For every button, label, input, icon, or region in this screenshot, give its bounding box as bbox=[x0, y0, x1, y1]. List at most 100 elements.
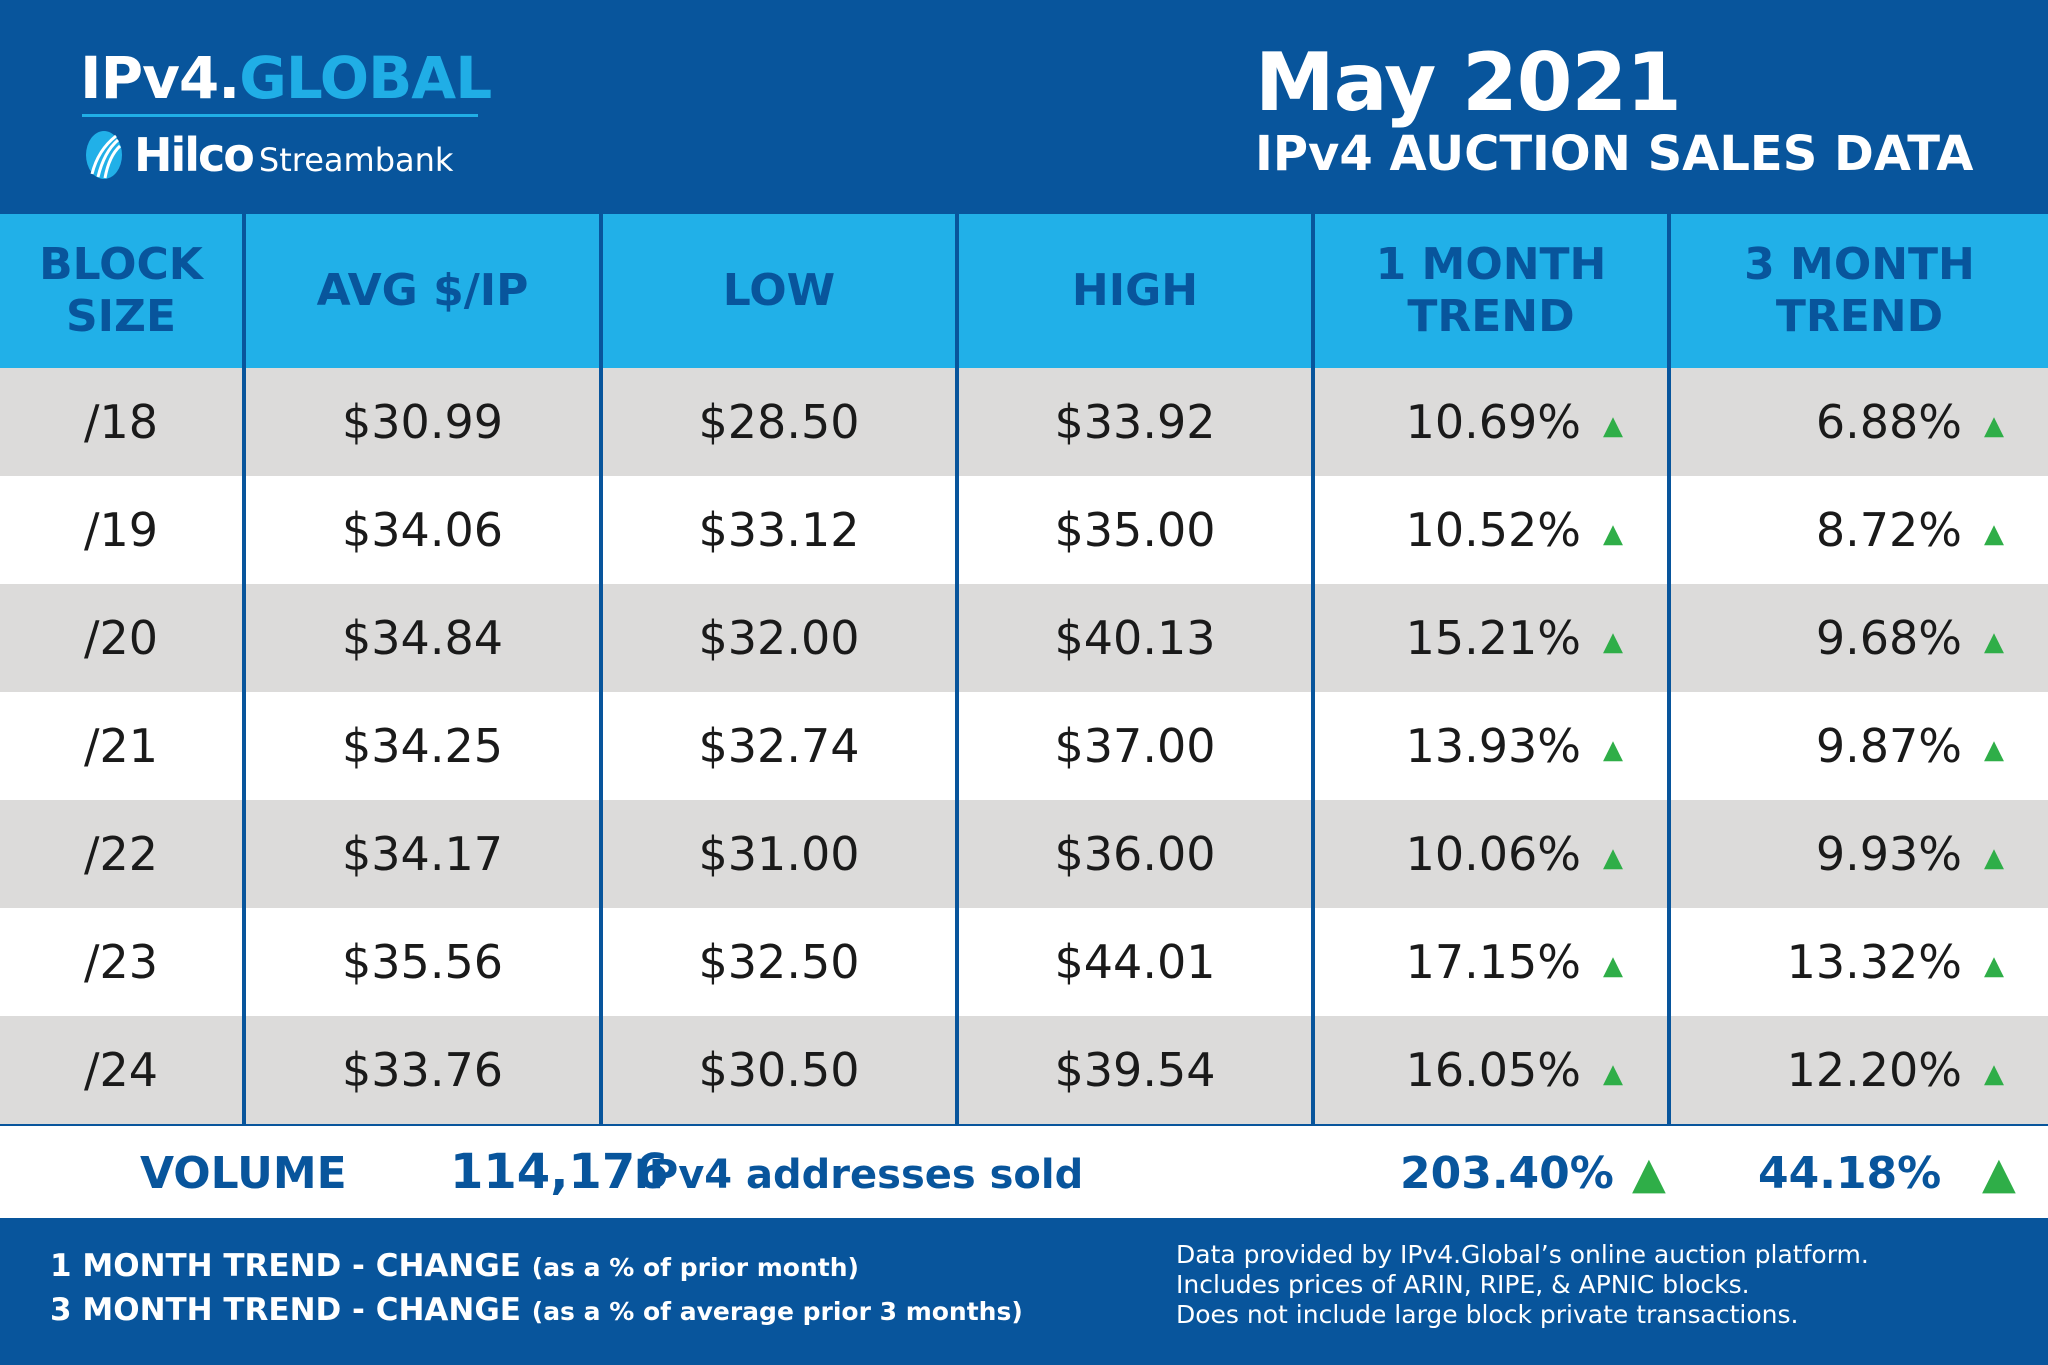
avg-price-cell-value: $34.06 bbox=[342, 503, 503, 557]
low-price-cell-value: $31.00 bbox=[698, 827, 860, 881]
high-price-cell-value: $36.00 bbox=[1054, 827, 1216, 881]
high-price-cell-value: $37.00 bbox=[1054, 719, 1216, 773]
3-month-trend-cell-value: 9.68% bbox=[1815, 611, 1962, 665]
1-month-trend-cell: 17.15% ▲ bbox=[1311, 908, 1669, 1016]
avg-price-cell-value: $34.17 bbox=[342, 827, 503, 881]
3-month-trend-cell: 12.20% ▲ bbox=[1667, 1016, 2048, 1124]
block-size-cell: /22 bbox=[0, 800, 244, 908]
1-month-trend-cell: 10.52% ▲ bbox=[1311, 476, 1669, 584]
3-month-trend-cell-value: 9.93% bbox=[1815, 827, 1962, 881]
low-price-cell-value: $32.74 bbox=[698, 719, 860, 773]
3-month-trend-cell: 6.88% ▲ bbox=[1667, 368, 2048, 476]
high-price-cell-value: $40.13 bbox=[1054, 611, 1216, 665]
1-month-trend-cell-value: 10.52% bbox=[1405, 503, 1581, 557]
ipv4-global-logo: IPv4.GLOBAL bbox=[80, 44, 492, 112]
1-month-trend-cell-value: 17.15% bbox=[1405, 935, 1581, 989]
block-size-cell-value: /21 bbox=[83, 719, 159, 773]
1-month-trend-cell-value: 13.93% bbox=[1405, 719, 1581, 773]
note-exclusions: Does not include large block private tra… bbox=[1176, 1300, 1799, 1329]
3-month-trend-cell: 13.32% ▲ bbox=[1667, 908, 2048, 1016]
avg-price-cell: $35.56 bbox=[242, 908, 601, 1016]
low-price-cell: $28.50 bbox=[599, 368, 957, 476]
1-month-trend-cell-value: 16.05% bbox=[1405, 1043, 1581, 1097]
3-month-trend-cell-value: 8.72% bbox=[1815, 503, 1962, 557]
up-triangle-icon: ▲ bbox=[1632, 1148, 1666, 1199]
block-size-cell: /23 bbox=[0, 908, 244, 1016]
avg-price-cell: $33.76 bbox=[242, 1016, 601, 1124]
1-month-trend-cell-value: 15.21% bbox=[1405, 611, 1581, 665]
up-triangle-icon: ▲ bbox=[1984, 626, 2004, 657]
block-size-cell: /21 bbox=[0, 692, 244, 800]
up-triangle-icon: ▲ bbox=[1984, 1058, 2004, 1089]
1-month-trend-cell: 10.06% ▲ bbox=[1311, 800, 1669, 908]
3-month-trend-cell-value: 13.32% bbox=[1786, 935, 1962, 989]
trend-legend: 1 MONTH TREND - CHANGE (as a % of prior … bbox=[50, 1245, 1023, 1333]
sales-table: BLOCK SIZE AVG $/IP LOW HIGH 1 MONTH TRE… bbox=[0, 214, 2048, 1124]
streambank-text: Streambank bbox=[258, 141, 454, 179]
1-month-trend-cell: 10.69% ▲ bbox=[1311, 368, 1669, 476]
col-low: LOW bbox=[599, 214, 957, 368]
block-size-cell-value: /20 bbox=[83, 611, 159, 665]
table-row: /19 $34.06 $33.12 $35.00 10.52% ▲ 8.72% ▲ bbox=[0, 476, 2048, 584]
high-price-cell: $44.01 bbox=[955, 908, 1313, 1016]
col-block-size: BLOCK SIZE bbox=[0, 214, 244, 368]
low-price-cell: $31.00 bbox=[599, 800, 957, 908]
up-triangle-icon: ▲ bbox=[1603, 410, 1623, 441]
low-price-cell: $30.50 bbox=[599, 1016, 957, 1124]
up-triangle-icon: ▲ bbox=[1984, 950, 2004, 981]
table-row: /20 $34.84 $32.00 $40.13 15.21% ▲ 9.68% ▲ bbox=[0, 584, 2048, 692]
avg-price-cell-value: $33.76 bbox=[342, 1043, 503, 1097]
3-month-trend-cell-value: 12.20% bbox=[1786, 1043, 1962, 1097]
low-price-cell-value: $30.50 bbox=[698, 1043, 860, 1097]
volume-1-month-trend: 203.40% bbox=[1400, 1148, 1614, 1199]
high-price-cell: $36.00 bbox=[955, 800, 1313, 908]
title-month: May 2021 bbox=[1255, 36, 1682, 129]
1-month-trend-cell: 13.93% ▲ bbox=[1311, 692, 1669, 800]
table-row: /21 $34.25 $32.74 $37.00 13.93% ▲ 9.87% ▲ bbox=[0, 692, 2048, 800]
logo-text-ipv4: IPv4. bbox=[80, 44, 240, 112]
low-price-cell-value: $32.00 bbox=[698, 611, 860, 665]
high-price-cell: $40.13 bbox=[955, 584, 1313, 692]
block-size-cell-value: /22 bbox=[83, 827, 159, 881]
hilco-text: Hilco bbox=[134, 128, 255, 182]
block-size-cell-value: /23 bbox=[83, 935, 159, 989]
avg-price-cell-value: $30.99 bbox=[342, 395, 503, 449]
avg-price-cell: $34.25 bbox=[242, 692, 601, 800]
col-1-month-trend: 1 MONTH TREND bbox=[1311, 214, 1669, 368]
avg-price-cell-value: $34.25 bbox=[342, 719, 503, 773]
3-month-trend-cell-value: 6.88% bbox=[1815, 395, 1962, 449]
page-title: May 2021 IPv4 AUCTION SALES DATA bbox=[1255, 36, 1974, 183]
legend-3-month-note: (as a % of average prior 3 months) bbox=[531, 1297, 1023, 1326]
low-price-cell-value: $28.50 bbox=[698, 395, 860, 449]
title-subtitle: IPv4 AUCTION SALES DATA bbox=[1255, 126, 1974, 182]
legend-1-month: 1 MONTH TREND - CHANGE bbox=[50, 1248, 521, 1284]
3-month-trend-cell: 9.87% ▲ bbox=[1667, 692, 2048, 800]
hilco-streambank-logo: Hilco Streambank bbox=[84, 128, 453, 182]
col-high: HIGH bbox=[955, 214, 1313, 368]
up-triangle-icon: ▲ bbox=[1603, 626, 1623, 657]
volume-count: 114,176 bbox=[450, 1144, 669, 1200]
up-triangle-icon: ▲ bbox=[1603, 842, 1623, 873]
logo-divider bbox=[82, 114, 478, 117]
avg-price-cell-value: $34.84 bbox=[342, 611, 503, 665]
avg-price-cell: $30.99 bbox=[242, 368, 601, 476]
avg-price-cell: $34.84 bbox=[242, 584, 601, 692]
volume-label: VOLUME bbox=[140, 1148, 347, 1199]
block-size-cell-value: /19 bbox=[83, 503, 159, 557]
high-price-cell-value: $33.92 bbox=[1054, 395, 1216, 449]
legend-3-month: 3 MONTH TREND - CHANGE bbox=[50, 1292, 521, 1328]
block-size-cell-value: /24 bbox=[83, 1043, 159, 1097]
low-price-cell: $32.00 bbox=[599, 584, 957, 692]
block-size-cell-value: /18 bbox=[83, 395, 159, 449]
table-row: /24 $33.76 $30.50 $39.54 16.05% ▲ 12.20% ▲ bbox=[0, 1016, 2048, 1124]
1-month-trend-cell-value: 10.69% bbox=[1405, 395, 1581, 449]
1-month-trend-cell: 15.21% ▲ bbox=[1311, 584, 1669, 692]
up-triangle-icon: ▲ bbox=[1984, 410, 2004, 441]
up-triangle-icon: ▲ bbox=[1603, 734, 1623, 765]
block-size-cell: /20 bbox=[0, 584, 244, 692]
table-row: /23 $35.56 $32.50 $44.01 17.15% ▲ 13.32% ▲ bbox=[0, 908, 2048, 1016]
high-price-cell-value: $35.00 bbox=[1054, 503, 1216, 557]
low-price-cell: $32.50 bbox=[599, 908, 957, 1016]
up-triangle-icon: ▲ bbox=[1603, 950, 1623, 981]
note-registries: Includes prices of ARIN, RIPE, & APNIC b… bbox=[1176, 1270, 1750, 1299]
